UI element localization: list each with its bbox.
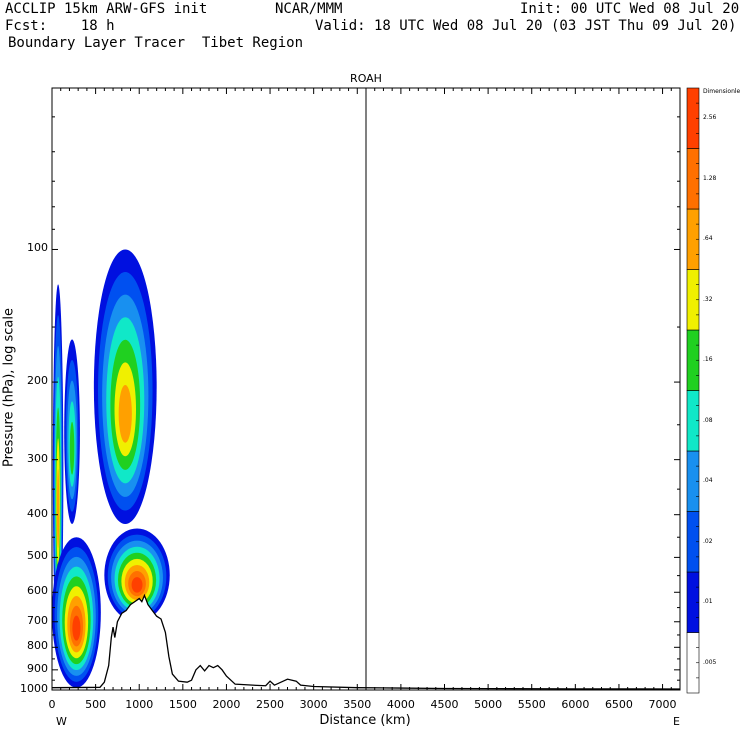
central-column-level-0.64: [118, 384, 132, 443]
x-tick-label: 1500: [168, 698, 197, 711]
colorbar-label: .64: [703, 235, 713, 243]
x-tick-label: 6000: [561, 698, 590, 711]
colorbar-label: .04: [703, 477, 713, 485]
colorbar-label: .01: [703, 598, 713, 606]
y-tick-label: 800: [27, 639, 48, 653]
field-title: Boundary Layer Tracer Tibet Region: [8, 35, 304, 51]
colorbar-title: Dimensionless: [703, 88, 740, 95]
colorbar-label: .02: [703, 537, 713, 545]
x-end-label-east: E: [673, 715, 680, 728]
west-column-a-level-0.64: [57, 469, 60, 549]
y-tick-label: 300: [27, 451, 48, 465]
x-tick-label: 3500: [343, 698, 372, 711]
colorbar-label: 2.56: [703, 114, 717, 122]
y-tick-label: 700: [27, 613, 48, 627]
x-tick-label: 7000: [648, 698, 677, 711]
x-tick-label: 1000: [125, 698, 154, 711]
x-end-label-west: W: [56, 715, 67, 728]
y-tick-label: 600: [27, 584, 48, 598]
x-tick-label: 500: [85, 698, 107, 711]
colorbar-label: .005: [703, 658, 717, 666]
y-tick-label: 100: [27, 241, 48, 255]
y-tick-label: 1000: [20, 682, 48, 695]
init-time: Init: 00 UTC Wed 08 Jul 20: [520, 1, 740, 17]
boundary-layer-central-level-2.56: [131, 577, 143, 593]
y-tick-label: 400: [27, 506, 48, 520]
organization-label: NCAR/MMM: [275, 1, 343, 17]
chart-title: ROAH: [350, 72, 382, 85]
x-tick-label: 4000: [386, 698, 415, 711]
x-tick-label: 2000: [212, 698, 241, 711]
colorbar-label: .08: [703, 416, 713, 424]
y-tick-label: 200: [27, 374, 48, 388]
west-column-b-level-0.16: [69, 421, 75, 475]
valid-time: Valid: 18 UTC Wed 08 Jul 20 (03 JST Thu …: [315, 18, 737, 34]
x-tick-label: 0: [48, 698, 56, 711]
x-tick-label: 5000: [474, 698, 503, 711]
x-tick-label: 3000: [299, 698, 328, 711]
colorbar-label: .16: [703, 356, 713, 364]
y-tick-label: 500: [27, 549, 48, 563]
colorbar-label: 1.28: [703, 174, 717, 182]
terrain-line: [52, 593, 680, 690]
x-axis-label: Distance (km): [319, 713, 411, 728]
boundary-layer-west-level-2.56: [72, 615, 81, 641]
x-tick-label: 2500: [256, 698, 285, 711]
y-tick-label: 900: [27, 661, 48, 675]
x-tick-label: 4500: [430, 698, 459, 711]
x-tick-label: 5500: [517, 698, 546, 711]
model-title: ACCLIP 15km ARW-GFS init: [5, 1, 208, 17]
colorbar-label: .32: [703, 295, 713, 303]
x-tick-label: 6500: [604, 698, 633, 711]
forecast-hour: Fcst: 18 h: [5, 18, 115, 34]
